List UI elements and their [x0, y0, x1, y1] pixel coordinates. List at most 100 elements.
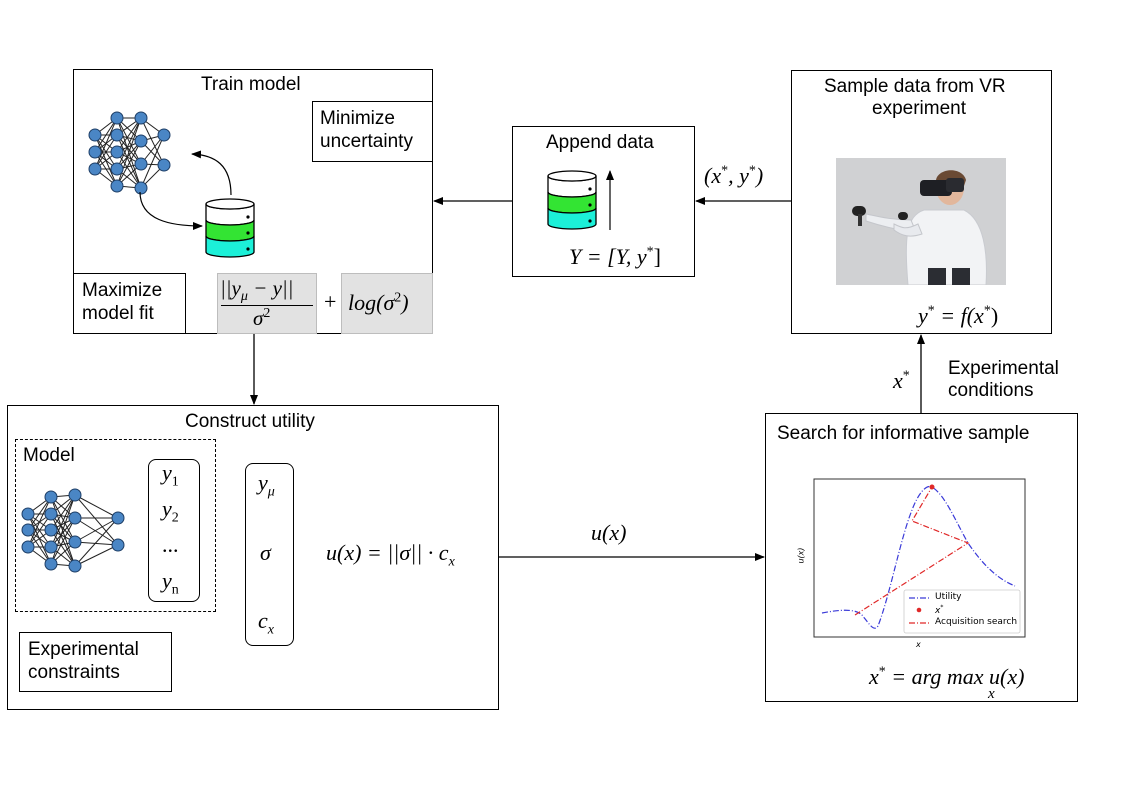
x-star-label: x* [893, 368, 910, 393]
network-edge [140, 134, 165, 189]
curve-arrow-db-to-net [191, 150, 232, 196]
network-node [110, 145, 124, 159]
network-node [110, 162, 124, 176]
input-y-mu: yμ [258, 470, 275, 500]
append-data-box [512, 126, 695, 277]
network-edge [116, 117, 142, 165]
fit-numerator: ||yμ − y|| [220, 276, 294, 305]
sample-data-title-line2: experiment [872, 98, 966, 119]
search-sample-title: Search for informative sample [777, 423, 1030, 444]
database-led [246, 231, 250, 235]
plus-sign: + [324, 289, 337, 314]
train-model-title: Train model [201, 74, 301, 95]
fraction-bar [221, 305, 313, 307]
log-term: log(σ2) [348, 290, 409, 315]
network-edge [74, 517, 119, 567]
network-edge [116, 117, 142, 153]
legend-utility: Utility [935, 592, 962, 602]
maximize-model-fit-label: Maximize model fit [73, 273, 186, 334]
network-edge [27, 496, 52, 531]
network-node [44, 490, 58, 504]
network-node [44, 523, 58, 537]
uncertainty-term [341, 273, 433, 334]
network-edge [94, 117, 118, 153]
utility-inputs-box [245, 463, 294, 646]
experimental-conditions-line2: conditions [948, 380, 1034, 401]
network-node [111, 511, 125, 525]
network-node [157, 158, 171, 172]
output-y2: y2 [162, 496, 179, 526]
network-edge [27, 513, 52, 548]
acquisition-search-line [854, 486, 970, 616]
legend-x-star: x* [935, 604, 944, 616]
network-node [134, 111, 148, 125]
network-node [110, 111, 124, 125]
network-edge [116, 117, 142, 187]
output-dots: ... [162, 532, 179, 557]
network-node [44, 540, 58, 554]
network-node [68, 511, 82, 525]
network-edge [116, 134, 142, 189]
u-of-x-label: u(x) [591, 520, 627, 545]
network-edge [50, 494, 76, 531]
network-node [68, 535, 82, 549]
outputs-box [148, 459, 200, 602]
sample-data-title-line1: Sample data from VR [824, 76, 1006, 97]
network-edge [50, 517, 76, 565]
network-node [134, 134, 148, 148]
model-label: Model [23, 445, 75, 466]
database-top [547, 170, 597, 182]
plot-legend [903, 589, 1021, 634]
database-led [246, 215, 250, 219]
network-node [44, 507, 58, 521]
fit-denominator: σ2 [253, 306, 271, 330]
network-edge [50, 496, 76, 567]
network-edge [74, 544, 119, 567]
database-led [588, 187, 592, 191]
network-node [88, 145, 102, 159]
network-node [157, 128, 171, 142]
database-segment [205, 235, 255, 258]
experimental-constraints-label: Experimental constraints [19, 632, 172, 692]
utility-curve [821, 485, 1016, 629]
network-edge [94, 134, 118, 170]
utility-formula: u(x) = ||σ|| · cx [326, 540, 455, 570]
experimental-conditions-line1: Experimental [948, 358, 1059, 379]
append-data-title: Append data [546, 132, 654, 153]
network-node [134, 157, 148, 171]
output-y1: y1 [162, 460, 179, 490]
network-node [88, 162, 102, 176]
network-edge [74, 494, 119, 519]
plot-xlabel: x [916, 640, 921, 649]
argmax-formula: x* = arg max u(x) [869, 664, 1025, 689]
network-edge [116, 140, 142, 187]
network-edge [74, 541, 119, 546]
network-edge [74, 517, 119, 546]
minimize-uncertainty-label: Minimize uncertainty [312, 101, 433, 162]
database-segment [547, 207, 597, 230]
network-node [21, 507, 35, 521]
database-led [588, 219, 592, 223]
network-edge [50, 496, 76, 543]
network-node [110, 179, 124, 193]
sample-formula: y* = f(x*) [918, 303, 999, 328]
network-edge [116, 117, 142, 170]
model-dashed-box [15, 439, 216, 612]
construct-utility-title: Construct utility [185, 411, 315, 432]
network-node [21, 523, 35, 537]
database-led [246, 247, 250, 251]
database-top [205, 198, 255, 210]
network-edge [50, 494, 76, 565]
network-node [88, 128, 102, 142]
network-edge [50, 494, 76, 548]
legend-x-star-swatch [916, 607, 922, 613]
plot-ylabel: u(x) [796, 547, 806, 564]
network-edge [27, 496, 52, 548]
network-edge [74, 517, 119, 543]
legend-acquisition: Acquisition search [935, 617, 1018, 627]
